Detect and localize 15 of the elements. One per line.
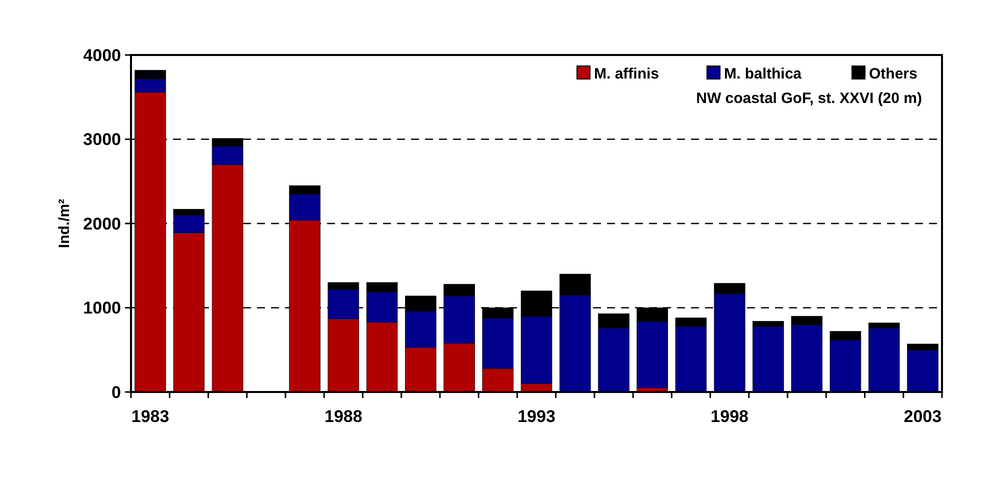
x-tick-label: 1993 xyxy=(518,407,556,426)
annotation: NW coastal GoF, st. XXVI (20 m) xyxy=(696,90,922,107)
x-tick-label: 1983 xyxy=(131,407,170,426)
x-tick-label: 1998 xyxy=(710,407,749,426)
y-tick-label: 3000 xyxy=(83,130,121,150)
y-tick-label: 0 xyxy=(112,382,121,402)
y-axis-title: Ind./m² xyxy=(56,198,73,248)
legend-label: M. balthica xyxy=(724,65,802,82)
x-tick-label: 2003 xyxy=(904,407,942,426)
y-tick-label: 2000 xyxy=(83,214,121,234)
y-tick-label: 4000 xyxy=(83,46,121,65)
x-tick-label: 1988 xyxy=(324,407,362,426)
legend-label: Others xyxy=(869,65,918,82)
y-tick-label: 1000 xyxy=(83,298,121,318)
legend-label: M. affinis xyxy=(594,65,660,82)
